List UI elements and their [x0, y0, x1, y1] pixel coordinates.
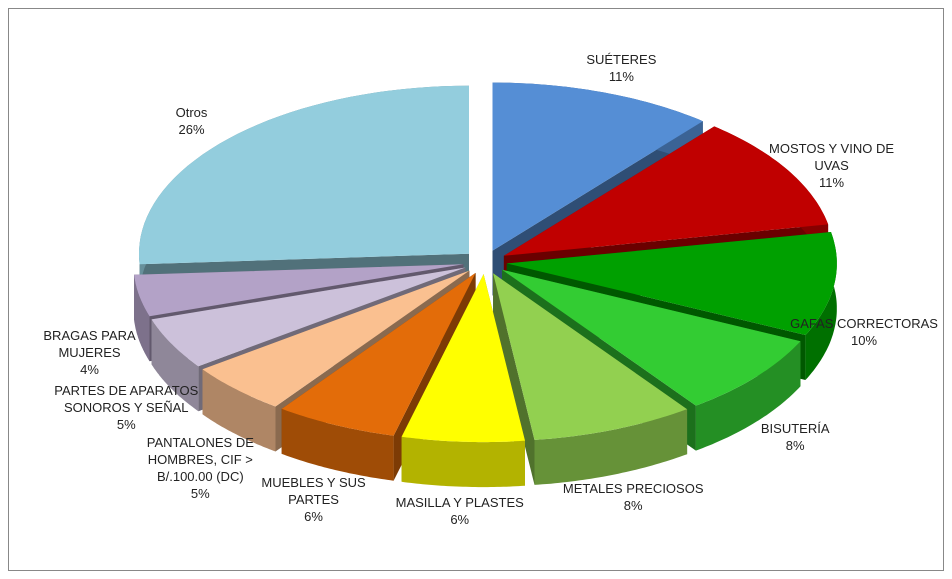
value-label: 11% [819, 174, 845, 190]
category-label: MASILLA Y PLASTES [395, 494, 524, 510]
data-label: Otros 26% [117, 104, 267, 138]
slice-top [503, 126, 829, 256]
slice-top [134, 264, 464, 317]
category-label: PANTALONES DE HOMBRES, CIF > B/.100.00 (… [146, 434, 254, 484]
slice [493, 273, 688, 485]
slice-wall [805, 232, 837, 380]
category-label: PARTES DE APARATOS SONOROS Y SEÑAL [54, 383, 199, 416]
value-label: 5% [116, 417, 136, 433]
value-label: 6% [304, 509, 323, 525]
slice-top [151, 267, 466, 367]
data-label: MASILLA Y PLASTES 6% [385, 494, 535, 528]
category-label: BISUTERÍA [760, 420, 830, 436]
slice-top [401, 274, 525, 443]
category-label: MUEBLES Y SUS PARTES [261, 475, 366, 508]
slice-top [139, 85, 469, 265]
data-label: PANTALONES DE HOMBRES, CIF > B/.100.00 (… [125, 434, 275, 502]
slice-wall [534, 409, 688, 485]
value-label: 8% [785, 437, 805, 453]
chart-frame [8, 8, 944, 571]
value-label: 6% [450, 511, 470, 527]
slice-wall [151, 319, 199, 412]
data-label: MUEBLES Y SUS PARTES 6% [239, 474, 389, 525]
data-label: BRAGAS PARA MUJERES 4% [15, 327, 165, 378]
category-label: BRAGAS PARA MUJERES [43, 328, 136, 361]
data-label: PARTES DE APARATOS SONOROS Y SEÑAL 5% [51, 382, 201, 433]
slice-wall [281, 408, 394, 481]
slice-wall [134, 274, 150, 362]
slice-wall [401, 436, 525, 488]
slice-top [493, 273, 688, 440]
slice [401, 274, 525, 488]
value-label: 4% [80, 362, 99, 378]
value-label: 5% [190, 485, 210, 501]
data-label: METALES PRECIOSOS 8% [558, 480, 708, 514]
slice-top [281, 272, 476, 436]
slice-top [502, 269, 801, 406]
data-label: BISUTERÍA 8% [720, 420, 870, 454]
data-label: GAFAS CORRECTORAS 10% [789, 315, 939, 349]
slice-top [506, 232, 837, 335]
value-label: 11% [608, 69, 634, 85]
slice-wall [202, 369, 276, 452]
value-label: 26% [178, 121, 205, 137]
slice-top [492, 82, 703, 251]
category-label: Otros [175, 104, 208, 120]
data-label: SUÉTERES 11% [546, 51, 696, 85]
slice-side [493, 273, 535, 485]
category-label: GAFAS CORRECTORAS [790, 315, 938, 331]
slice-top [202, 270, 470, 407]
category-label: SUÉTERES [586, 52, 657, 68]
data-label: MOSTOS Y VINO DE UVAS 11% [757, 140, 907, 191]
value-label: 8% [623, 497, 643, 513]
value-label: 10% [850, 332, 878, 348]
slice-wall [695, 341, 801, 451]
category-label: METALES PRECIOSOS [562, 480, 704, 496]
category-label: MOSTOS Y VINO DE UVAS [769, 140, 895, 173]
